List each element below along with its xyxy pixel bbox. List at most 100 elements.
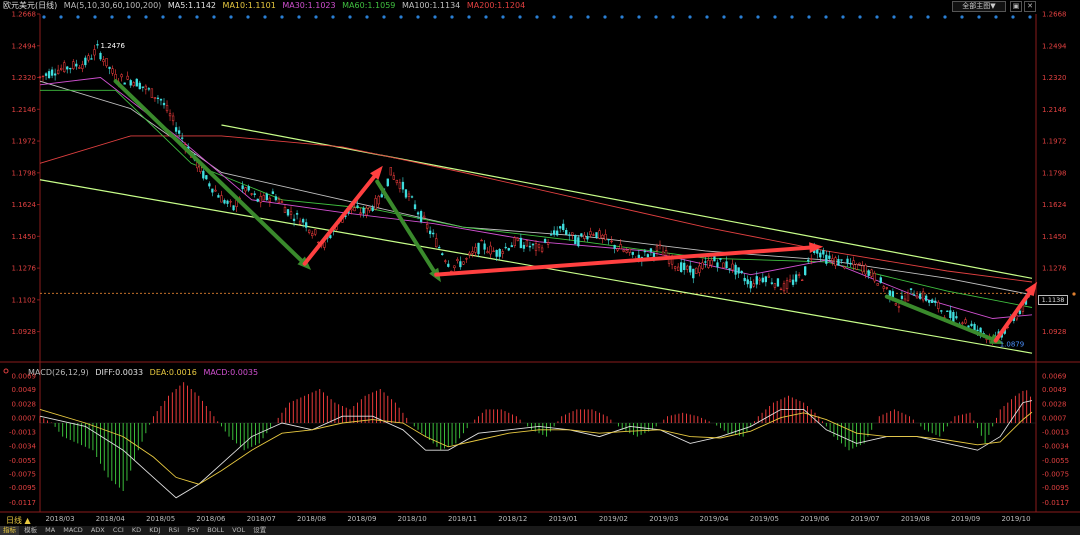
candle-body: [220, 195, 223, 203]
price-tick-label: 1.1276: [1042, 265, 1067, 273]
ma5-value: MA5:1.1142: [167, 1, 216, 10]
candle-body: [952, 312, 955, 323]
tab-kd[interactable]: KD: [131, 526, 142, 534]
top-marker-dot: [892, 15, 896, 19]
candle-body: [915, 295, 919, 299]
macd-tick-label: 0.0069: [12, 373, 37, 381]
candle-body: [259, 196, 262, 203]
candle-body: [174, 127, 178, 132]
close-icon[interactable]: ✕: [1024, 1, 1036, 12]
ma200-line: [39, 135, 1033, 283]
top-marker-dot: [620, 15, 624, 19]
candle-body: [928, 300, 931, 303]
date-tick-label: 2019/01: [549, 515, 578, 523]
candle-body: [861, 265, 864, 273]
candle-body: [380, 194, 383, 198]
candle-body: [746, 279, 749, 285]
macd-tick-label: -0.0034: [1042, 443, 1070, 451]
candle-body: [776, 278, 780, 287]
candle-body: [56, 69, 60, 74]
top-marker-dot: [858, 15, 862, 19]
top-marker-dot: [722, 15, 726, 19]
candle-body: [961, 322, 964, 324]
candle-body: [704, 261, 707, 263]
candle-body: [680, 262, 683, 272]
candle-body: [229, 201, 232, 203]
date-tick-label: 2018/07: [247, 515, 276, 523]
top-marker-dot: [790, 15, 794, 19]
candle-body: [810, 258, 813, 260]
candle-body: [937, 301, 940, 309]
ma100-line: [39, 80, 1033, 296]
main-chart-selector[interactable]: 全部主图▼: [952, 1, 1006, 12]
candle-body: [241, 185, 244, 190]
top-marker-dot: [59, 15, 63, 19]
tab-settings[interactable]: 设置: [253, 526, 267, 534]
candle-body: [870, 269, 873, 277]
tab-indicators[interactable]: 指标: [0, 526, 19, 535]
candle-body: [47, 71, 51, 79]
candle-body: [177, 130, 181, 134]
date-tick-label: 2019/02: [599, 515, 628, 523]
settings-icon[interactable]: ▣: [1010, 1, 1022, 12]
candle-body: [767, 275, 771, 278]
tab-psy[interactable]: PSY: [187, 526, 200, 534]
candle-body: [353, 207, 356, 212]
candle-body: [800, 279, 804, 281]
trend-arrow-head: [1024, 281, 1038, 297]
trend-arrow-line: [993, 287, 1034, 343]
date-tick-label: 2018/10: [398, 515, 427, 523]
candle-body: [686, 265, 689, 270]
candle-body: [885, 287, 888, 289]
price-tick-label: 1.1798: [1042, 169, 1067, 177]
tab-rsi[interactable]: RSI: [168, 526, 180, 534]
candle-body: [477, 242, 480, 255]
candle-body: [308, 229, 311, 233]
candle-body: [350, 208, 353, 211]
tab-cci[interactable]: CCI: [112, 526, 124, 534]
candle-body: [298, 220, 302, 225]
candle-body: [577, 237, 580, 247]
tab-macd[interactable]: MACD: [63, 526, 83, 534]
top-marker-dot: [501, 15, 505, 19]
candle-body: [924, 295, 928, 301]
candle-body: [171, 115, 175, 122]
ma100-value: MA100:1.1134: [401, 1, 461, 10]
candle-body: [586, 236, 589, 240]
candle-body: [710, 259, 713, 266]
candle-body: [410, 196, 414, 198]
ma-indicator-label: MA(5,10,30,60,100,200): [63, 1, 162, 10]
candle-body: [90, 58, 93, 60]
candle-body: [507, 248, 510, 251]
candle-body: [389, 167, 392, 176]
tab-vol[interactable]: VOL: [232, 526, 246, 534]
candle-body: [673, 266, 677, 269]
candle-body: [159, 98, 163, 101]
candle-body: [217, 195, 220, 198]
macd-tick-label: -0.0117: [9, 499, 36, 507]
macd-tick-label: 0.0028: [1042, 400, 1067, 408]
candle-body: [546, 242, 550, 245]
tab-boll[interactable]: BOLL: [207, 526, 225, 534]
tab-kdj[interactable]: KDJ: [149, 526, 161, 534]
date-tick-label: 2019/07: [851, 515, 880, 523]
candle-body: [53, 73, 57, 76]
top-marker-dot: [909, 15, 913, 19]
period-selector[interactable]: 日线 ▲: [6, 516, 31, 525]
candle-body: [683, 262, 686, 270]
candle-body: [770, 282, 774, 284]
candle-body: [731, 263, 734, 271]
candle-body: [81, 64, 84, 69]
candle-body: [486, 251, 489, 254]
top-marker-dot: [382, 15, 386, 19]
tab-ma[interactable]: MA: [45, 526, 56, 534]
top-marker-dot: [807, 15, 811, 19]
candle-body: [525, 240, 529, 247]
ma200-value: MA200:1.1204: [466, 1, 526, 10]
candle-body: [368, 207, 371, 211]
price-marker-dot: [1072, 292, 1076, 296]
tab-templates[interactable]: 模板: [24, 526, 38, 534]
candle-body: [834, 257, 837, 266]
tab-adx[interactable]: ADX: [90, 526, 105, 534]
